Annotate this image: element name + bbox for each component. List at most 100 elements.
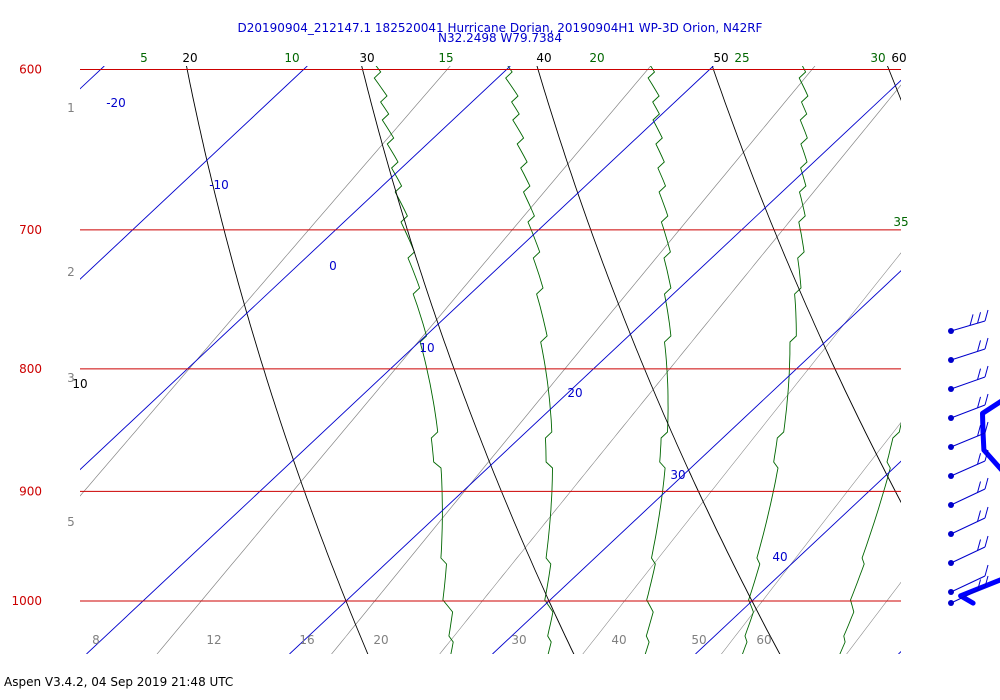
mixing-ratio-lines <box>80 60 1000 660</box>
moist-adiabat-line <box>742 66 809 654</box>
dry-adiabat-line <box>186 66 369 654</box>
mixing-ratio-label: 30 <box>511 633 526 647</box>
wind-barb-flag <box>984 564 989 577</box>
altitude-label: 5 <box>67 515 75 529</box>
isotherm-label: -20 <box>106 96 126 110</box>
wind-barb-staff <box>950 432 986 448</box>
moist-adiabat-label: 10 <box>284 51 299 65</box>
wind-barb-flag <box>977 368 982 380</box>
isotherm-label: 0 <box>329 259 337 273</box>
moist-adiabat-line <box>839 422 901 654</box>
wind-barb-flag <box>984 535 989 548</box>
pressure-label: 600 <box>19 63 42 77</box>
wind-barb-staff <box>950 546 986 564</box>
wind-barb-staff <box>950 460 986 477</box>
moist-adiabat-line <box>935 60 1000 660</box>
dry-adiabat-label: 20 <box>182 51 197 65</box>
wind-barb-flag <box>977 481 982 493</box>
isobars <box>80 69 901 602</box>
mixing-ratio-label: 20 <box>373 633 388 647</box>
moist-adiabat-label: 25 <box>734 51 749 65</box>
moist-adiabat-line <box>644 66 672 654</box>
mixing-ratio-line <box>721 421 901 654</box>
isotherm-line <box>80 66 308 280</box>
wind-barb-flag <box>984 421 989 434</box>
wind-barb-flag <box>977 340 982 352</box>
mixing-ratio-line <box>582 252 901 654</box>
dry-adiabat-line <box>361 66 575 654</box>
isotherm-line <box>289 79 901 654</box>
wind-barb-flag <box>984 365 989 378</box>
wind-barb-staff <box>950 575 986 593</box>
dry-adiabat-line <box>887 66 901 101</box>
pressure-label: 900 <box>19 484 42 498</box>
wind-barb-staff <box>950 376 986 390</box>
dry-adiabat-label: 60 <box>891 51 906 65</box>
wind-barb-flag <box>977 539 982 551</box>
moist-adiabat-label: 30 <box>870 51 885 65</box>
moist-adiabats <box>373 60 1000 660</box>
chart-subtitle: N32.2498 W79.7384 <box>438 31 562 45</box>
isotherm-label: 20 <box>567 386 582 400</box>
dry-adiabat-line <box>711 66 901 504</box>
wind-barb-staff <box>950 586 986 604</box>
wind-barb-flag <box>977 396 982 408</box>
mixing-ratio-label: 12 <box>206 633 221 647</box>
wind-barb-staff <box>950 517 986 535</box>
mixing-ratio-line <box>331 66 816 654</box>
wind-barb-flag <box>977 312 982 324</box>
isotherms <box>80 66 901 654</box>
isotherm-label: 40 <box>772 550 787 564</box>
isotherm-label: -10 <box>209 178 229 192</box>
dry-adiabat-label: 30 <box>359 51 374 65</box>
moist-adiabat-label: 5 <box>140 51 148 65</box>
moist-adiabat-line <box>373 66 454 654</box>
mixing-ratio-label: 60 <box>756 633 771 647</box>
mixing-ratio-line <box>80 66 451 497</box>
wind-barb-flag <box>969 314 974 326</box>
wind-barb-flag <box>984 449 989 462</box>
dry-adiabat-line <box>536 66 781 654</box>
moist-adiabat-line <box>505 66 554 654</box>
altitude-label: 3 <box>67 371 75 385</box>
wind-barb-staff <box>950 348 986 361</box>
wind-barb-flag <box>984 393 989 406</box>
wind-barb-flag <box>977 579 982 591</box>
wind-barb-flag <box>977 453 982 465</box>
dry-adiabat-label: 40 <box>536 51 551 65</box>
wind-barb-flag <box>984 477 989 490</box>
isotherm-label: 10 <box>419 341 434 355</box>
pressure-label: 700 <box>19 223 42 237</box>
chart-title: D20190904_212147.1 182520041 Hurricane D… <box>237 21 763 35</box>
mixing-ratio-line <box>934 60 1000 660</box>
wind-barbs <box>948 309 989 606</box>
isotherm-line <box>80 66 105 90</box>
moist-adiabat-label: 20 <box>589 51 604 65</box>
mixing-ratio-label: 8 <box>92 633 100 647</box>
mixing-ratio-line <box>846 581 901 654</box>
dry-adiabat-label: 50 <box>713 51 728 65</box>
wind-barb-staff <box>950 404 986 419</box>
isotherm-line <box>492 270 901 654</box>
mixing-ratio-label: 40 <box>611 633 626 647</box>
pressure-label: 800 <box>19 362 42 376</box>
wind-barb-flag <box>984 575 989 588</box>
mixing-ratio-line <box>439 84 901 654</box>
isotherm-line <box>695 460 901 654</box>
isotherm-label: 30 <box>670 468 685 482</box>
sounding-profiles <box>958 399 1000 606</box>
altitude-label: 2 <box>67 265 75 279</box>
altitude-label: 1 <box>67 101 75 115</box>
footer-version: Aspen V3.4.2, 04 Sep 2019 21:48 UTC <box>4 675 234 689</box>
isotherm-line <box>80 66 511 471</box>
pressure-label: 1000 <box>11 594 42 608</box>
wind-barb-staff <box>950 488 986 506</box>
dry-adiabats <box>186 66 901 654</box>
wind-barb-flag <box>977 424 982 437</box>
wind-barb-flag <box>977 510 982 522</box>
dewpoint-profile <box>958 399 1000 606</box>
mixing-ratio-label: 50 <box>691 633 706 647</box>
mixing-ratio-line <box>156 66 651 654</box>
isotherm-line <box>86 66 714 654</box>
